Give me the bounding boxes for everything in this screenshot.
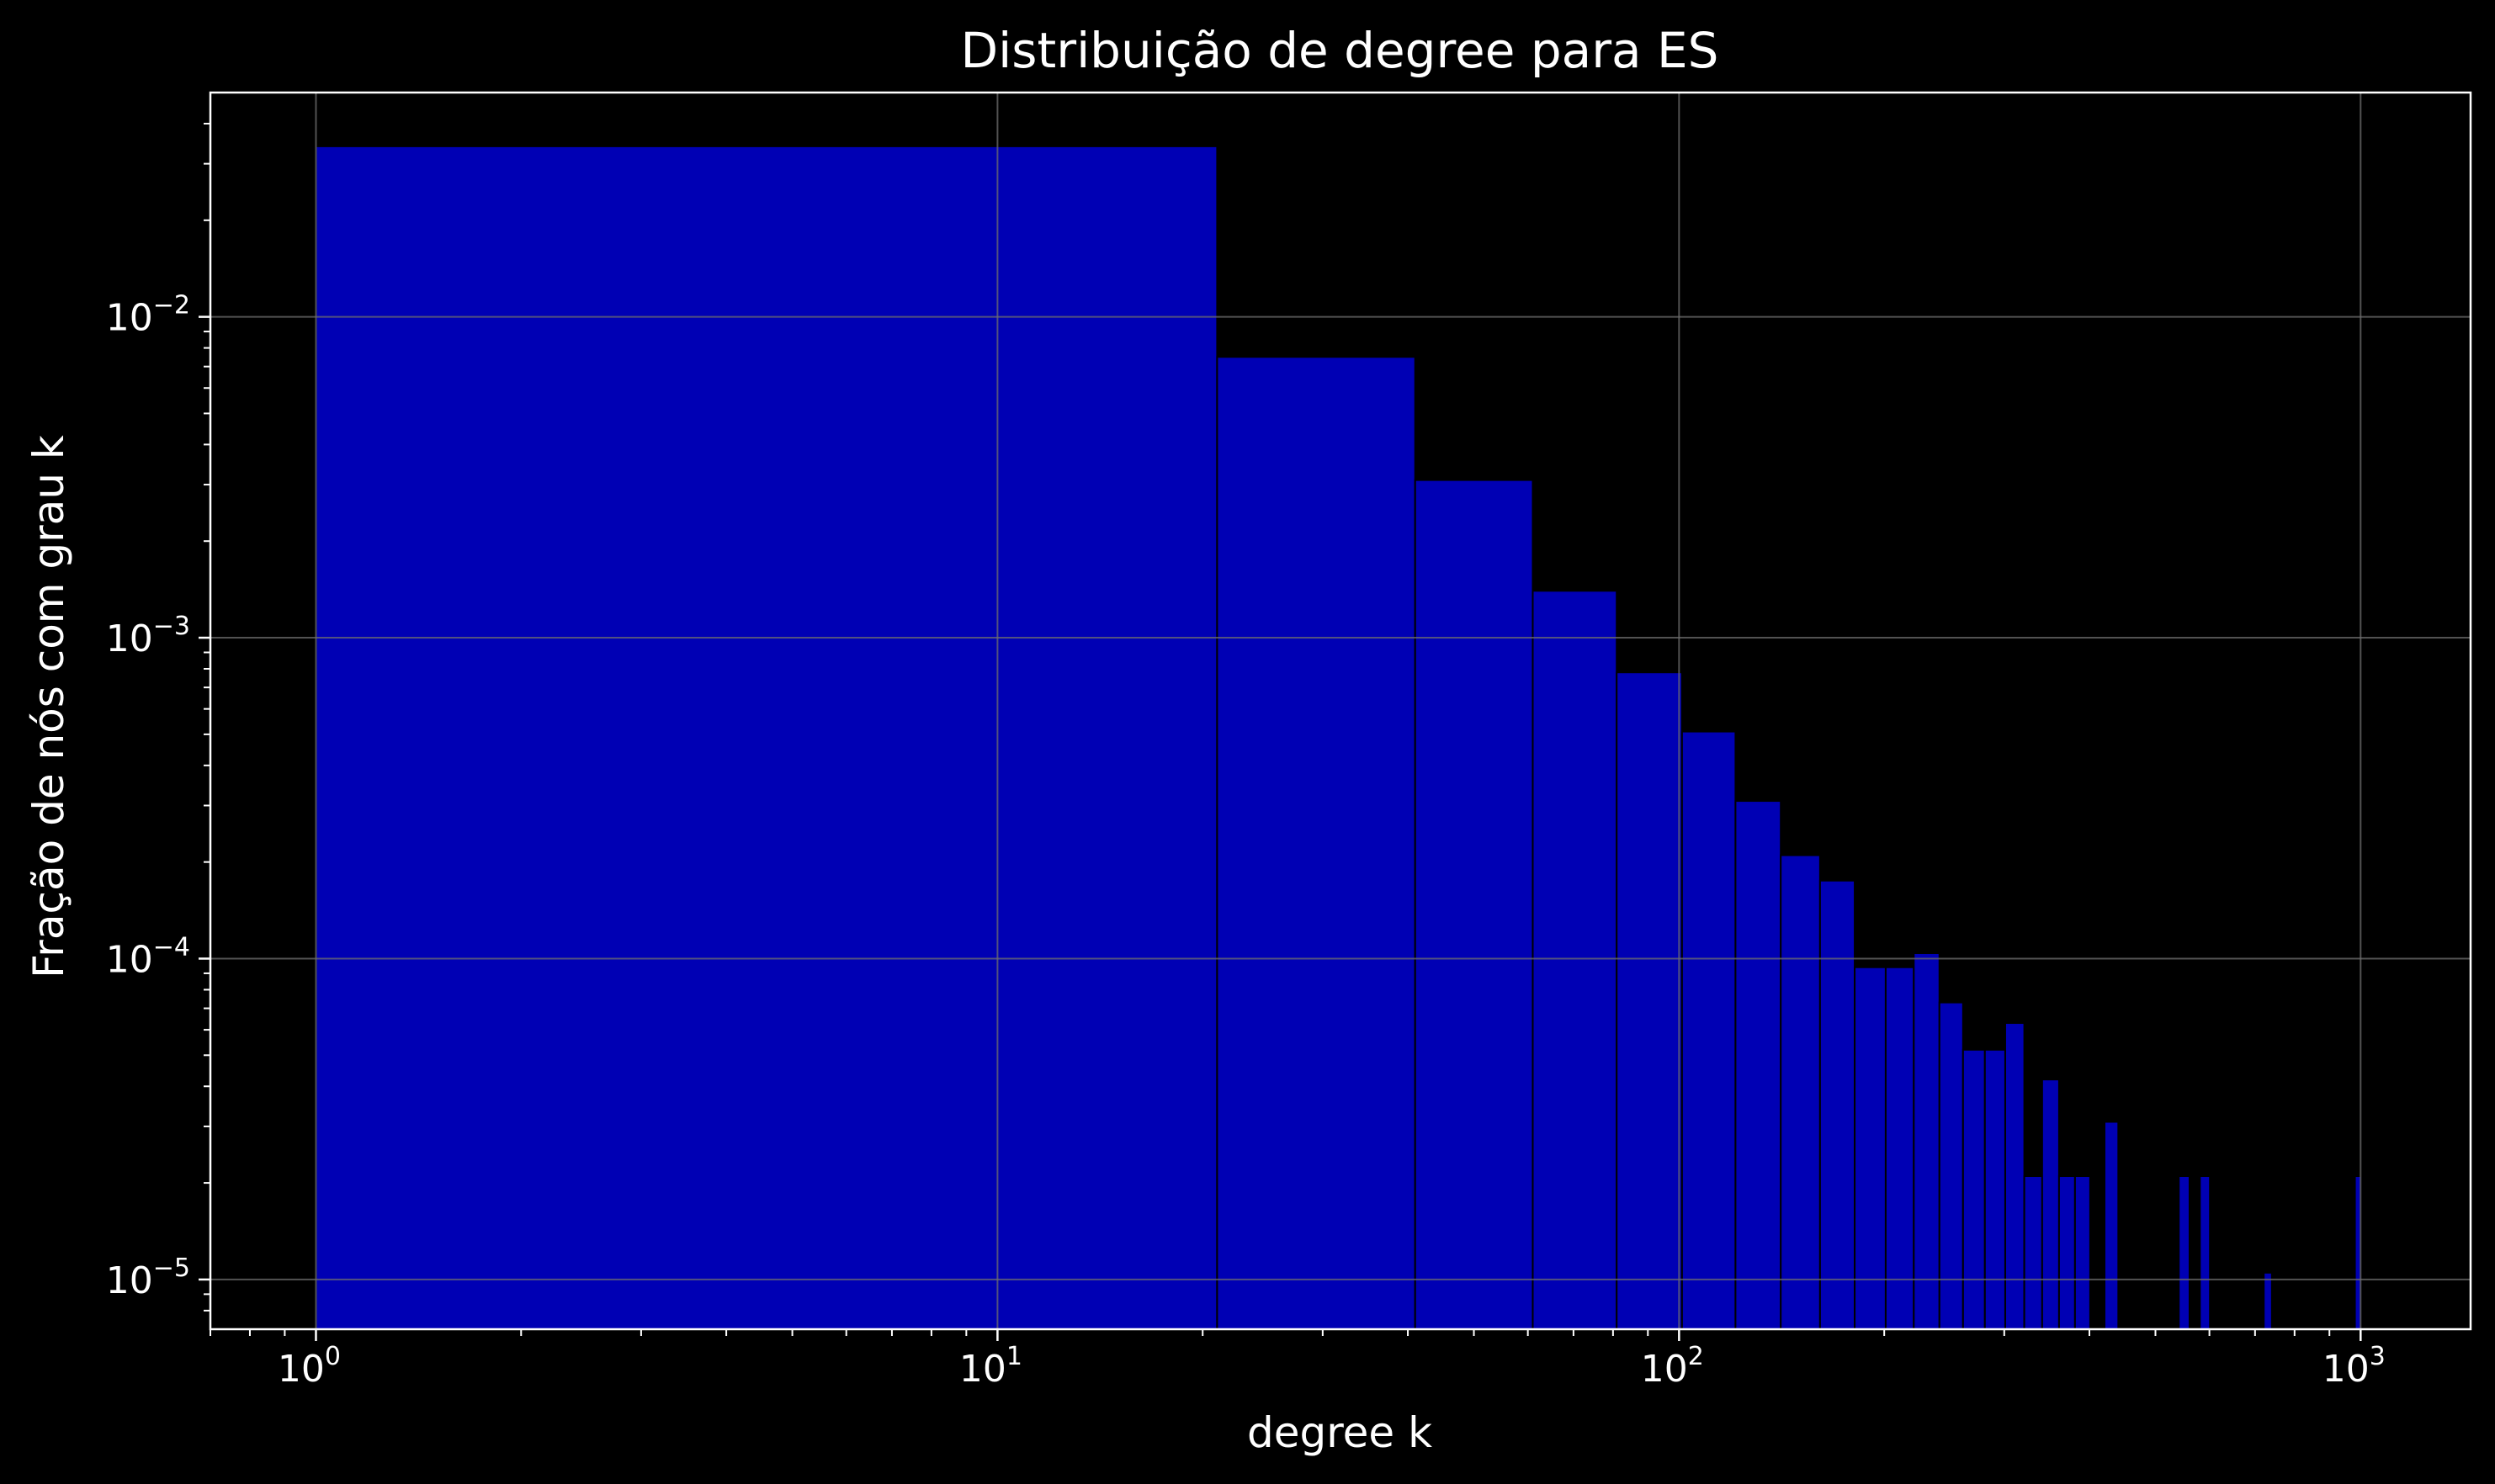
histogram-bar — [1680, 730, 1737, 1330]
histogram-bar — [1616, 671, 1683, 1330]
grid-lines — [210, 93, 2471, 1329]
histogram-bar — [1532, 590, 1618, 1330]
y-axis-label: Fração de nós com grau k — [24, 435, 73, 978]
histogram-bars — [315, 145, 2362, 1331]
x-tick-label: 101 — [959, 1342, 1022, 1391]
histogram-bar — [315, 145, 1218, 1331]
histogram-bar — [1854, 966, 1887, 1331]
histogram-bar — [1983, 1048, 2006, 1331]
histogram-bar — [2178, 1175, 2190, 1330]
x-tick-label: 102 — [1641, 1342, 1704, 1391]
histogram-bar — [1414, 479, 1534, 1330]
y-tick-label: 10−4 — [106, 932, 190, 981]
histogram-bar — [2199, 1175, 2211, 1330]
histogram-bar — [1216, 356, 1416, 1330]
chart-title: Distribuição de degree para ES — [960, 22, 1718, 79]
histogram-bar — [2057, 1175, 2076, 1330]
histogram-bar — [1780, 854, 1821, 1330]
x-tick-label: 103 — [2322, 1342, 2386, 1391]
y-tick-label: 10−5 — [106, 1253, 190, 1302]
plot-frame — [209, 91, 2472, 1331]
x-tick-label: 100 — [278, 1342, 341, 1391]
histogram-bar — [1884, 966, 1915, 1331]
histogram-bar — [2103, 1121, 2120, 1330]
histogram-bar — [2023, 1175, 2043, 1330]
histogram-bar — [2073, 1175, 2091, 1330]
histogram-bar — [1938, 1001, 1964, 1331]
x-axis-label: degree k — [1247, 1408, 1432, 1457]
histogram-bar — [1734, 800, 1782, 1330]
axis-ticks: 100 101 102 103 10−2 10−3 10−4 10−5 — [106, 122, 2386, 1391]
histogram-bar — [1818, 879, 1856, 1330]
histogram-bar — [2041, 1079, 2060, 1330]
histogram-bar — [1913, 951, 1940, 1331]
histogram-bar — [1961, 1048, 1986, 1331]
histogram-bar — [2263, 1271, 2273, 1331]
y-tick-label: 10−2 — [106, 291, 190, 340]
histogram-bar — [2004, 1022, 2025, 1330]
y-tick-label: 10−3 — [106, 612, 190, 660]
